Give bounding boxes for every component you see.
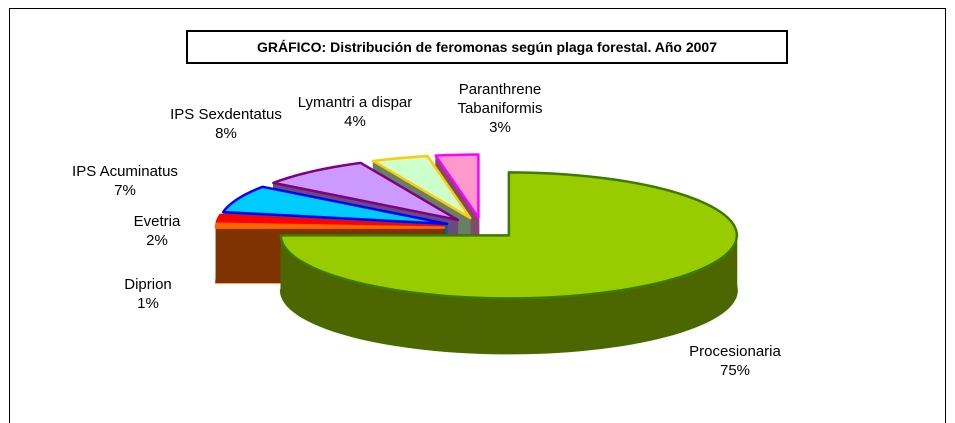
label-name: IPS Sexdentatus [170, 106, 282, 123]
slice-top [272, 161, 460, 222]
slice-side [308, 264, 315, 324]
slice-top [371, 154, 472, 220]
slice-side [423, 293, 436, 351]
slice-side [725, 251, 730, 311]
slice-side [523, 297, 536, 354]
slice-side [665, 278, 675, 337]
slice-side [326, 272, 334, 332]
slice-side [512, 297, 525, 354]
slice-top [434, 153, 480, 219]
data-label: Procesionaria 75% [675, 342, 795, 380]
label-name: Procesionaria [689, 343, 781, 360]
slice-side [639, 284, 650, 343]
label-name: Paranthrene Tabaniformis [457, 81, 543, 117]
slice-top [214, 222, 446, 229]
label-name: Lymantri a dispar [297, 94, 413, 111]
slice-side [340, 277, 350, 336]
data-label: Paranthrene Tabaniformis 3% [445, 80, 555, 137]
label-name: IPS Acuminatus [72, 163, 178, 180]
slice-side [287, 250, 292, 310]
slice-side [319, 270, 327, 329]
slice-side [688, 271, 696, 330]
slice-side [681, 273, 690, 332]
label-value: 3% [489, 119, 511, 136]
slice-side [728, 248, 732, 308]
data-label: IPS Sexdentatus 8% [156, 105, 296, 143]
slice-side [403, 290, 415, 349]
data-label: IPS Acuminatus 7% [65, 162, 185, 200]
data-label: Lymantri a dispar 4% [275, 93, 435, 131]
label-value: 75% [719, 362, 751, 379]
slice-side [434, 294, 446, 352]
slice-side [557, 295, 569, 353]
chart-border [9, 8, 946, 423]
label-value: 1% [137, 295, 159, 312]
pie-slice [279, 171, 739, 355]
slice-side [501, 298, 513, 354]
label-value: 7% [114, 182, 136, 199]
slice-side [467, 297, 480, 354]
slice-side [489, 297, 502, 354]
label-value: 8% [215, 125, 237, 142]
slice-side [445, 295, 457, 353]
slice-side [456, 296, 468, 353]
slice-side [701, 265, 708, 325]
slice-side [589, 292, 601, 350]
slice-side [348, 279, 358, 338]
slice-side [413, 292, 425, 350]
slice-side [712, 260, 718, 320]
slice-side [285, 247, 289, 307]
label-name: Diprion [124, 276, 172, 293]
slice-side [695, 268, 703, 328]
slice-side [356, 282, 367, 340]
slice-side [721, 254, 727, 314]
slice-side [365, 284, 376, 342]
slice-side [302, 262, 309, 321]
slice-side [731, 244, 735, 305]
slice-side [393, 289, 404, 347]
slice-side [546, 296, 558, 353]
slice-side [620, 288, 631, 346]
slice-side [657, 280, 667, 339]
slice-side [717, 257, 723, 317]
chart-title: GRÁFICO: Distribución de feromonas según… [186, 30, 788, 64]
slice-side [568, 295, 580, 352]
label-name: Evetria [133, 213, 181, 230]
slice-side [383, 287, 395, 346]
slice-side [374, 286, 385, 344]
label-value: 4% [344, 113, 366, 130]
data-label: Evetria 2% [112, 212, 202, 250]
slice-side [707, 263, 714, 322]
slice-side [333, 275, 342, 334]
slice-side [648, 282, 658, 341]
slice-side [600, 291, 611, 349]
slice-side [290, 253, 295, 313]
slice-side [313, 267, 321, 327]
slice-top [221, 185, 449, 226]
label-value: 2% [146, 232, 168, 249]
slice-side [298, 259, 304, 319]
slice-side [630, 286, 641, 345]
slice-side [579, 293, 591, 351]
data-label: Diprion 1% [103, 275, 193, 313]
slice-side [478, 297, 491, 354]
slice-top [279, 171, 739, 300]
slice-side [294, 256, 299, 316]
slice-side [534, 297, 547, 354]
slice-side [673, 276, 682, 335]
slice-side [610, 289, 621, 348]
